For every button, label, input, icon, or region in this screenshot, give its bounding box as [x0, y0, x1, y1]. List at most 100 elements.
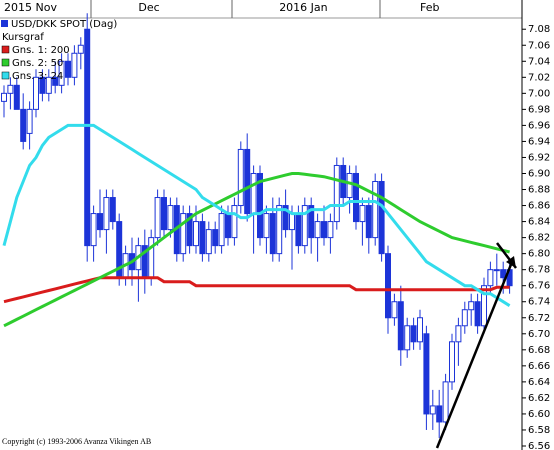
y-tick-label: 6.62 — [528, 393, 550, 404]
candle-body — [97, 213, 103, 231]
candle-body — [186, 213, 193, 247]
candle-body — [90, 213, 97, 247]
y-tick-label: 6.84 — [528, 217, 550, 228]
candle-body — [282, 205, 289, 231]
candle-body — [333, 164, 340, 223]
candle-body — [161, 197, 167, 231]
candle-body — [193, 221, 199, 247]
y-tick-label: 6.68 — [528, 345, 550, 356]
candle-body — [385, 253, 391, 319]
candle-body — [372, 181, 379, 239]
candle-body — [231, 205, 238, 239]
moving-average — [3, 172, 510, 328]
x-tick-label: Feb — [420, 1, 439, 14]
legend-swatch — [1, 71, 10, 80]
candle-body — [148, 237, 155, 279]
candle-body — [84, 28, 91, 247]
candle-body — [52, 76, 59, 86]
y-tick-label: 6.72 — [528, 313, 550, 324]
moving-average — [3, 276, 510, 304]
candle-body — [493, 269, 500, 272]
candle-body — [154, 197, 161, 239]
candle-body — [346, 172, 353, 199]
candle-body — [314, 221, 321, 239]
candle-body — [410, 325, 417, 343]
candle-body — [250, 172, 257, 215]
y-tick-label: 6.82 — [528, 233, 550, 244]
candle-body — [263, 213, 270, 239]
candle-body — [26, 108, 33, 134]
y-tick-label: 6.66 — [528, 361, 550, 372]
y-tick-label: 6.70 — [528, 329, 550, 340]
candle-body — [289, 213, 295, 231]
candle-body — [212, 229, 219, 247]
legend-swatch — [1, 20, 8, 27]
arrow-head — [506, 256, 516, 268]
candle-body — [205, 229, 212, 255]
candle-body — [308, 205, 315, 239]
x-tick-label: 2015 Nov — [4, 1, 57, 14]
y-tick-label: 6.80 — [528, 249, 550, 260]
y-tick-label: 6.90 — [528, 168, 550, 179]
legend-label: Gns. 2: 50 — [12, 58, 63, 69]
candle-body — [468, 301, 475, 311]
candle-body — [481, 285, 487, 327]
candle-body — [423, 333, 430, 415]
candle-body — [461, 309, 468, 327]
candle-body — [45, 76, 52, 94]
candle-body — [321, 221, 327, 239]
candle-body — [58, 60, 65, 86]
legend-label: Gns. 1: 200 — [12, 45, 70, 56]
candle-body — [20, 108, 27, 142]
y-tick-label: 6.98 — [528, 104, 550, 115]
candle-body — [397, 301, 404, 351]
candle-body — [109, 197, 116, 223]
y-tick-label: 7.06 — [528, 40, 550, 51]
plot-area — [1, 13, 513, 438]
y-tick-label: 6.94 — [528, 136, 550, 147]
y-tick-label: 6.86 — [528, 201, 550, 212]
y-tick-label: 6.56 — [528, 441, 550, 450]
candle-body — [436, 405, 443, 423]
candle-body — [474, 301, 481, 327]
candle-body — [7, 84, 14, 94]
candle-body — [455, 325, 462, 343]
candle-body — [442, 381, 449, 423]
candle-body — [353, 172, 359, 223]
y-tick-label: 6.58 — [528, 425, 550, 436]
y-tick-label: 6.74 — [528, 297, 550, 308]
candle-body — [103, 197, 110, 231]
candle-body — [65, 60, 71, 78]
candle-body — [39, 76, 46, 94]
candle-body — [218, 213, 225, 247]
y-tick-label: 7.02 — [528, 72, 550, 83]
moving-average — [2, 123, 511, 307]
legend-swatch — [1, 58, 10, 67]
y-tick-label: 6.78 — [528, 265, 550, 276]
candle-body — [487, 269, 494, 287]
y-tick-label: 6.60 — [528, 409, 550, 420]
candle-body — [429, 405, 436, 415]
candle-body — [71, 52, 78, 78]
trend-line — [435, 261, 514, 449]
legend-heading: Kursgraf — [2, 32, 44, 43]
copyright: Copyright (c) 1993-2006 Avanza Vikingen … — [2, 437, 151, 446]
candle-body — [1, 92, 7, 102]
legend-title: USD/DKK SPOT (Dag) — [11, 19, 117, 30]
candle-body — [359, 205, 366, 223]
candle-body — [33, 76, 39, 110]
legend-swatch — [1, 45, 10, 54]
candle-body — [13, 84, 20, 110]
candle-body — [365, 205, 372, 239]
candle-body — [500, 269, 507, 279]
y-tick-label: 6.96 — [528, 120, 550, 131]
candle-body — [257, 172, 263, 239]
candle-body — [269, 213, 276, 255]
legend: USD/DKK SPOT (Dag) Kursgraf Gns. 1: 200 G… — [1, 19, 117, 82]
y-tick-label: 6.64 — [528, 377, 550, 388]
candle-body — [199, 221, 206, 255]
candle-body — [225, 213, 231, 239]
y-tick-label: 7.08 — [528, 24, 550, 35]
x-tick-label: 2016 Jan — [279, 1, 327, 14]
